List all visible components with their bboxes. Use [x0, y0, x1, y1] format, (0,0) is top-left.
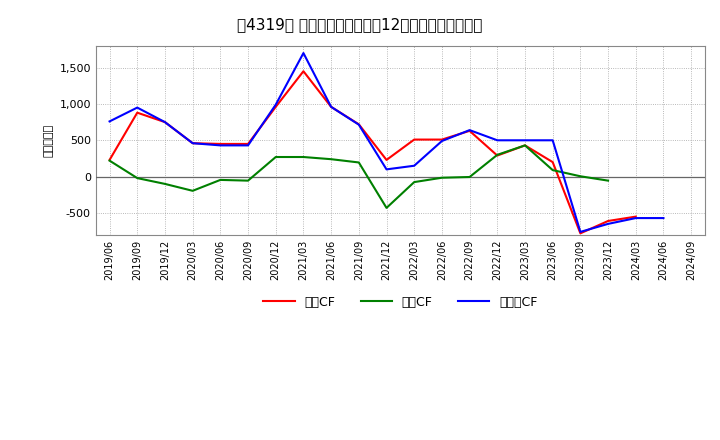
営業CF [521, 143, 529, 148]
投資CF [465, 174, 474, 180]
投資CF [133, 176, 142, 181]
投資CF [271, 154, 280, 160]
営業CF [216, 141, 225, 147]
営業CF [189, 140, 197, 146]
投資CF [161, 181, 169, 187]
営業CF [465, 128, 474, 133]
フリーCF [604, 221, 613, 227]
営業CF [549, 159, 557, 165]
Line: フリーCF: フリーCF [109, 53, 663, 232]
投資CF [382, 205, 391, 210]
フリーCF [243, 143, 252, 148]
フリーCF [493, 138, 502, 143]
Y-axis label: （百万円）: （百万円） [44, 124, 54, 157]
フリーCF [659, 216, 667, 221]
投資CF [299, 154, 307, 160]
投資CF [521, 143, 529, 148]
Line: 営業CF: 営業CF [109, 71, 636, 233]
フリーCF [216, 143, 225, 148]
投資CF [493, 152, 502, 158]
フリーCF [189, 140, 197, 146]
投資CF [243, 178, 252, 183]
営業CF [105, 157, 114, 162]
フリーCF [161, 120, 169, 125]
投資CF [604, 178, 613, 183]
投資CF [354, 160, 363, 165]
営業CF [410, 137, 418, 142]
フリーCF [382, 167, 391, 172]
投資CF [216, 177, 225, 183]
営業CF [271, 104, 280, 110]
Legend: 営業CF, 投資CF, フリーCF: 営業CF, 投資CF, フリーCF [258, 290, 542, 314]
フリーCF [299, 51, 307, 56]
フリーCF [410, 163, 418, 169]
営業CF [604, 218, 613, 224]
Line: 投資CF: 投資CF [109, 145, 608, 208]
フリーCF [576, 229, 585, 235]
営業CF [133, 110, 142, 115]
営業CF [354, 122, 363, 127]
投資CF [549, 168, 557, 173]
投資CF [189, 188, 197, 194]
営業CF [438, 137, 446, 142]
フリーCF [465, 128, 474, 133]
フリーCF [327, 104, 336, 110]
営業CF [382, 157, 391, 162]
営業CF [299, 69, 307, 74]
フリーCF [438, 139, 446, 144]
投資CF [105, 158, 114, 163]
営業CF [243, 141, 252, 147]
フリーCF [105, 119, 114, 124]
営業CF [161, 120, 169, 125]
フリーCF [133, 105, 142, 110]
投資CF [438, 175, 446, 180]
Text: ［4319］ キャッシュフローの12か月移動合計の推移: ［4319］ キャッシュフローの12か月移動合計の推移 [238, 18, 482, 33]
営業CF [631, 214, 640, 219]
フリーCF [631, 216, 640, 221]
投資CF [410, 180, 418, 185]
営業CF [327, 104, 336, 110]
フリーCF [549, 138, 557, 143]
フリーCF [354, 122, 363, 127]
営業CF [576, 231, 585, 236]
フリーCF [271, 102, 280, 107]
営業CF [493, 153, 502, 158]
投資CF [576, 174, 585, 179]
フリーCF [521, 138, 529, 143]
投資CF [327, 157, 336, 162]
